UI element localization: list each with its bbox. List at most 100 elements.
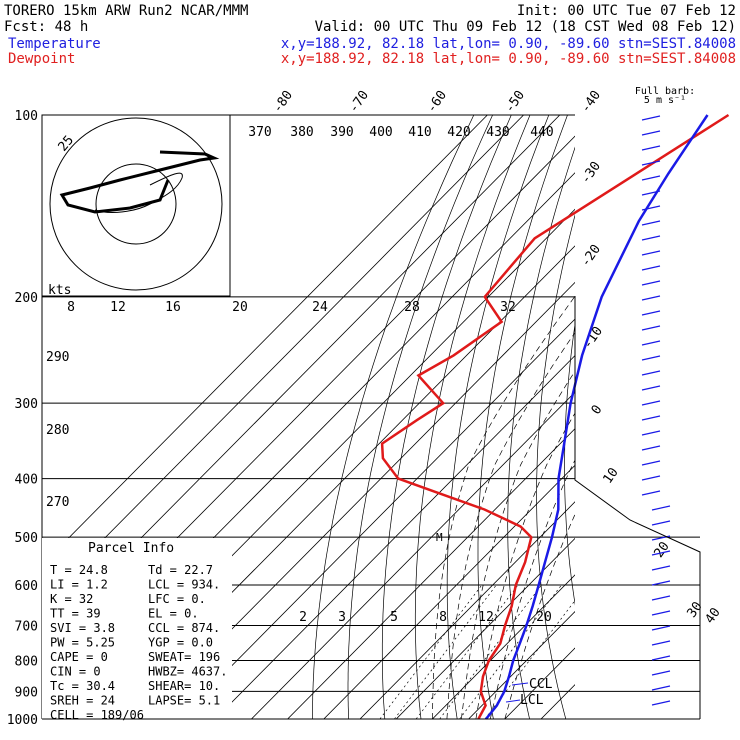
dry-adiabat-line <box>347 115 493 719</box>
parcel-info-right: CCL = 874. <box>148 621 220 635</box>
wind-barb <box>641 430 661 436</box>
pressure-label: 400 <box>15 473 38 488</box>
wind-barb <box>651 580 671 586</box>
dewpoint-line <box>380 113 730 720</box>
temperature-label-top: -40 <box>578 88 604 116</box>
hodograph-speed-axis: kts 8 12 16 20 24 28 32 <box>48 283 516 315</box>
mixing-ratio-label: 5 <box>390 610 398 625</box>
isotherm-line <box>468 610 575 719</box>
parcel-info-left: K = 32 <box>50 592 93 606</box>
pressure-label: 1000 <box>7 713 38 728</box>
moist-adiabat-line <box>446 332 575 719</box>
temperature-line <box>485 114 709 720</box>
mixing-ratio-label: 2 <box>299 610 307 625</box>
dry-adiabat-label: 290 <box>46 350 69 365</box>
mixing-ratio-labels: 2 3 5 8 12 20 <box>299 610 552 625</box>
barb-legend-unit: 5 m s⁻¹ <box>644 95 686 106</box>
wind-barb <box>651 520 671 526</box>
temperature-label-right: 20 <box>651 539 672 560</box>
hodograph-ring-inner <box>95 163 177 245</box>
moist-adiabat-line <box>475 412 575 719</box>
temperature-label-right: 10 <box>600 465 621 486</box>
dry-adiabat-line <box>446 115 550 719</box>
mixing-ratio-label: 20 <box>536 610 552 625</box>
wind-barb <box>651 550 671 556</box>
wind-barb <box>641 385 661 391</box>
moist-adiabat-line <box>461 370 575 719</box>
wind-barb <box>641 220 661 226</box>
legend-dewpoint-info: x,y=188.92, 82.18 lat,lon= 0.90, -89.60 … <box>281 51 736 67</box>
parcel-info-left: CIN = 0 <box>50 665 101 679</box>
level-markers: CCL LCL M <box>436 531 553 708</box>
mixing-ratio-line <box>484 599 575 719</box>
dry-adiabat-line <box>414 115 531 719</box>
theta-label: 380 <box>290 125 313 140</box>
dry-adiabat-line <box>564 322 575 606</box>
wind-barb <box>641 460 661 466</box>
theta-label: 400 <box>369 125 392 140</box>
isotherm-line <box>359 501 575 719</box>
pressure-label: 100 <box>15 109 38 124</box>
legend-dewpoint: Dewpoint <box>8 51 75 67</box>
wind-barb <box>641 325 661 331</box>
isotherm-line <box>540 684 575 719</box>
parcel-info-right: HWBZ= 4637. <box>148 665 227 679</box>
parcel-info-left: CELL = 189/06 <box>50 708 144 722</box>
wind-barb <box>641 340 661 346</box>
wind-barb <box>651 670 671 676</box>
parcel-info-left: SREH = 24 <box>50 694 115 708</box>
pressure-label: 500 <box>15 531 38 546</box>
theta-labels: 370 380 390 400 410 420 430 440 <box>248 125 553 140</box>
temperature-label-top: -70 <box>346 88 372 116</box>
mixing-ratio-line <box>459 584 562 719</box>
temperature-label-top: -50 <box>502 88 528 116</box>
header-valid: Valid: 00 UTC Thu 09 Feb 12 (18 CST Wed … <box>315 19 736 35</box>
parcel-info-left: CAPE = 0 <box>50 650 108 664</box>
lcl-label: LCL <box>520 693 544 708</box>
wind-barb <box>641 250 661 256</box>
mixing-ratio-label: 12 <box>478 610 494 625</box>
parcel-info-right: Td = 22.7 <box>148 563 213 577</box>
header-init: Init: 00 UTC Tue 07 Feb 12 <box>517 3 736 19</box>
theta-label: 420 <box>447 125 470 140</box>
hodograph-speed-label: 8 <box>67 300 75 315</box>
parcel-info-left: T = 24.8 <box>50 563 108 577</box>
parcel-info-box: Parcel Info T = 24.8 Td = 22.7 LI = 1.2 LCL… <box>42 538 232 722</box>
wind-barb <box>641 160 661 166</box>
hodograph-speed-label: 12 <box>110 300 126 315</box>
mixing-ratio-label: 8 <box>439 610 447 625</box>
hodograph-unit-label: kts <box>48 283 71 298</box>
pressure-label: 200 <box>15 291 38 306</box>
theta-label: 370 <box>248 125 271 140</box>
wind-barb <box>641 205 661 211</box>
barb-legend-title: Full barb: <box>635 86 695 97</box>
parcel-info-left: LI = 1.2 <box>50 578 108 592</box>
wind-barb <box>651 625 671 631</box>
wind-barb <box>641 145 661 151</box>
ccl-marker <box>511 682 529 686</box>
wind-barbs <box>641 115 671 706</box>
pressure-label: 300 <box>15 397 38 412</box>
moist-adiabat-line <box>504 513 575 719</box>
dry-adiabat-line <box>507 146 575 719</box>
dry-adiabat-line <box>592 115 643 732</box>
parcel-info-title: Parcel Info <box>88 541 174 556</box>
header-title: TORERO 15km ARW Run2 NCAR/MMM <box>4 3 248 19</box>
hodograph-speed-label: 20 <box>232 300 248 315</box>
wind-barb <box>641 115 661 121</box>
isotherm-line <box>250 391 575 719</box>
legend-temperature-info: x,y=188.92, 82.18 lat,lon= 0.90, -89.60 … <box>281 36 736 52</box>
temperature-label-top: -80 <box>270 88 296 116</box>
legend-temperature: Temperature <box>8 36 101 52</box>
theta-label: 440 <box>530 125 553 140</box>
parcel-info-right: LFC = 0. <box>148 592 206 606</box>
wind-barb <box>651 655 671 661</box>
dry-adiabat-labels: 290 280 270 <box>46 350 69 510</box>
ccl-label: CCL <box>529 677 553 692</box>
wind-barb <box>651 640 671 646</box>
temperature-label-top: -60 <box>424 88 450 116</box>
wind-barb <box>641 370 661 376</box>
parcel-info-left: PW = 5.25 <box>50 636 115 650</box>
mixing-ratio-line <box>439 584 542 719</box>
